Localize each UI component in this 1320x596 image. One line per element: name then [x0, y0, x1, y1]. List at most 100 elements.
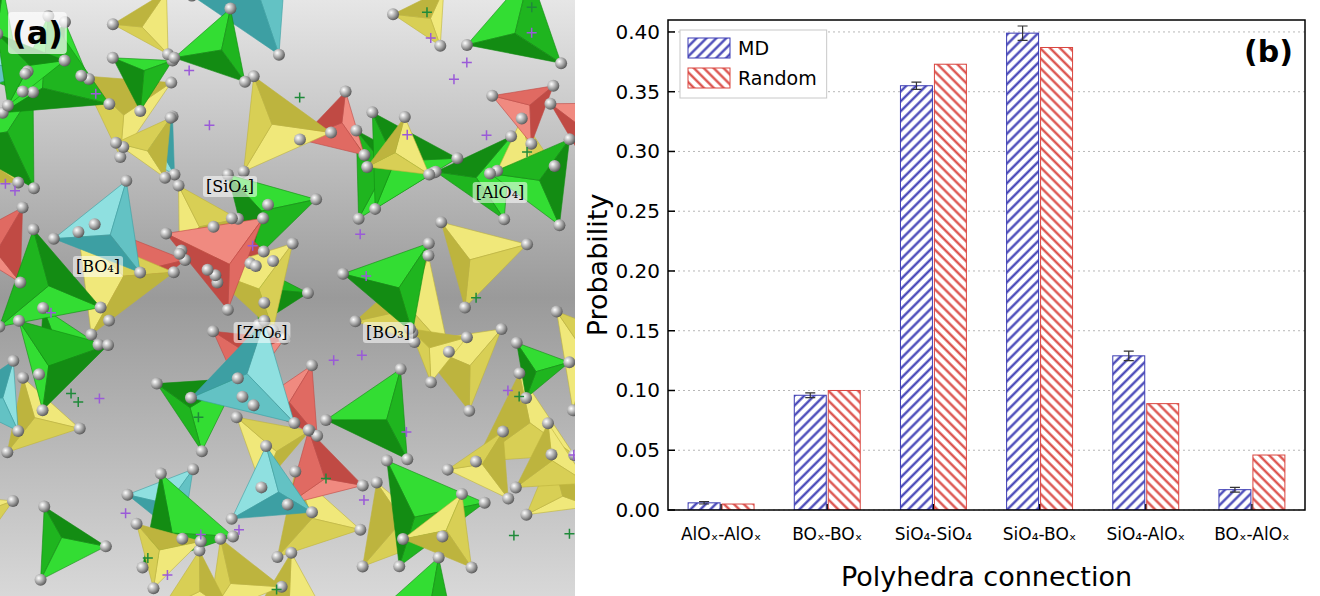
oxygen-atom: [310, 193, 322, 205]
polyhedron-label: [BO₄]: [76, 257, 120, 276]
oxygen-atom: [399, 111, 411, 123]
polyhedron-label: [SiO₄]: [206, 177, 254, 196]
oxygen-atom: [357, 479, 369, 491]
polyhedron-face: [441, 222, 470, 307]
cation-marker: [295, 92, 305, 102]
polyhedron-face: [467, 33, 561, 63]
tick-mark: [668, 330, 675, 332]
oxygen-atom: [224, 3, 236, 15]
oxygen-atom: [13, 315, 25, 327]
oxygen-atom: [75, 70, 87, 82]
oxygen-atom: [516, 113, 528, 125]
polyhedron-face: [0, 501, 13, 547]
polyhedron-face: [393, 14, 440, 45]
category-label: SiO₄-SiO₄: [895, 524, 973, 544]
oxygen-atom: [510, 481, 522, 493]
oxygen-atom: [520, 392, 532, 404]
oxygen-atom: [553, 219, 565, 231]
oxygen-atom: [35, 574, 47, 586]
polyhedron-face: [309, 430, 363, 485]
grid-line: [668, 270, 1305, 271]
cation-marker: [514, 391, 524, 401]
oxygen-atom: [257, 212, 269, 224]
cation-marker: [401, 427, 411, 437]
oxygen-atom: [479, 497, 491, 509]
oxygen-atom: [48, 233, 60, 245]
oxygen-atom: [168, 52, 180, 64]
oxygen-atom: [173, 180, 185, 192]
polyhedron-face: [254, 76, 331, 132]
oxygen-atom: [1, 446, 13, 458]
polyhedron-face: [161, 474, 233, 537]
cation-marker: [357, 350, 367, 360]
oxygen-atom: [100, 540, 112, 552]
panel-a: [0, 0, 575, 596]
tick-mark: [668, 210, 675, 212]
oxygen-atom: [248, 399, 260, 411]
oxygen-atom: [442, 464, 454, 476]
oxygen-atom: [85, 329, 97, 341]
error-bar: [1124, 351, 1134, 361]
oxygen-atom: [545, 449, 557, 461]
oxygen-atom: [369, 203, 381, 215]
cation-marker: [361, 271, 371, 281]
oxygen-atom: [222, 304, 234, 316]
oxygen-atom: [306, 506, 318, 518]
oxygen-atom: [186, 0, 198, 2]
oxygen-atom: [165, 112, 177, 124]
label-patch: [73, 256, 123, 277]
bar: [1147, 404, 1179, 510]
oxygen-atom: [486, 90, 498, 102]
oxygen-atom: [340, 85, 352, 97]
grid-line: [668, 211, 1305, 212]
oxygen-atom: [564, 133, 575, 145]
error-bar: [1018, 26, 1028, 40]
polyhedron-face: [199, 551, 231, 596]
grid-line: [668, 390, 1305, 391]
oxygen-atom: [72, 226, 84, 238]
tick-label: 0.00: [615, 498, 660, 522]
oxygen-atom: [168, 266, 180, 278]
oxygen-atom: [120, 175, 132, 187]
oxygen-atom: [551, 306, 563, 318]
cation-marker: [527, 2, 537, 12]
oxygen-atom: [74, 422, 86, 434]
oxygen-atom: [187, 463, 199, 475]
plot-frame: [668, 20, 1305, 510]
legend-label: MD: [738, 37, 769, 59]
polyhedron-face: [137, 524, 201, 550]
oxygen-atom: [103, 98, 115, 110]
oxygen-atom: [563, 356, 575, 368]
tick-label: 0.40: [615, 20, 660, 44]
oxygen-atom: [294, 134, 306, 146]
cation-marker: [426, 33, 436, 43]
oxygen-atom: [461, 39, 473, 51]
oxygen-atom: [484, 167, 496, 179]
oxygen-atom: [466, 561, 478, 573]
oxygen-atom: [371, 476, 383, 488]
tick-mark: [668, 91, 675, 93]
oxygen-atom: [17, 372, 29, 384]
oxygen-atom: [250, 260, 262, 272]
category-label: SiO₄-AlOₓ: [1106, 524, 1185, 544]
oxygen-atom: [463, 405, 475, 417]
cation-marker: [522, 147, 532, 157]
polyhedron-face: [232, 492, 312, 519]
oxygen-atom: [33, 368, 45, 380]
category-tick: [827, 504, 828, 510]
oxygen-atom: [38, 501, 50, 513]
y-axis-title: Probability: [582, 194, 613, 337]
label-patch: [203, 176, 257, 197]
cation-marker: [527, 28, 537, 38]
bar: [1219, 490, 1251, 510]
oxygen-atom: [273, 49, 285, 61]
cation-marker: [272, 584, 282, 594]
oxygen-atom: [361, 161, 373, 173]
error-bar: [1230, 487, 1240, 492]
polyhedron-face: [44, 507, 106, 547]
grid-line: [668, 450, 1305, 451]
oxygen-atom: [0, 28, 3, 40]
cation-marker: [569, 450, 575, 460]
oxygen-atom: [165, 77, 177, 89]
polyhedron-face: [393, 0, 444, 18]
